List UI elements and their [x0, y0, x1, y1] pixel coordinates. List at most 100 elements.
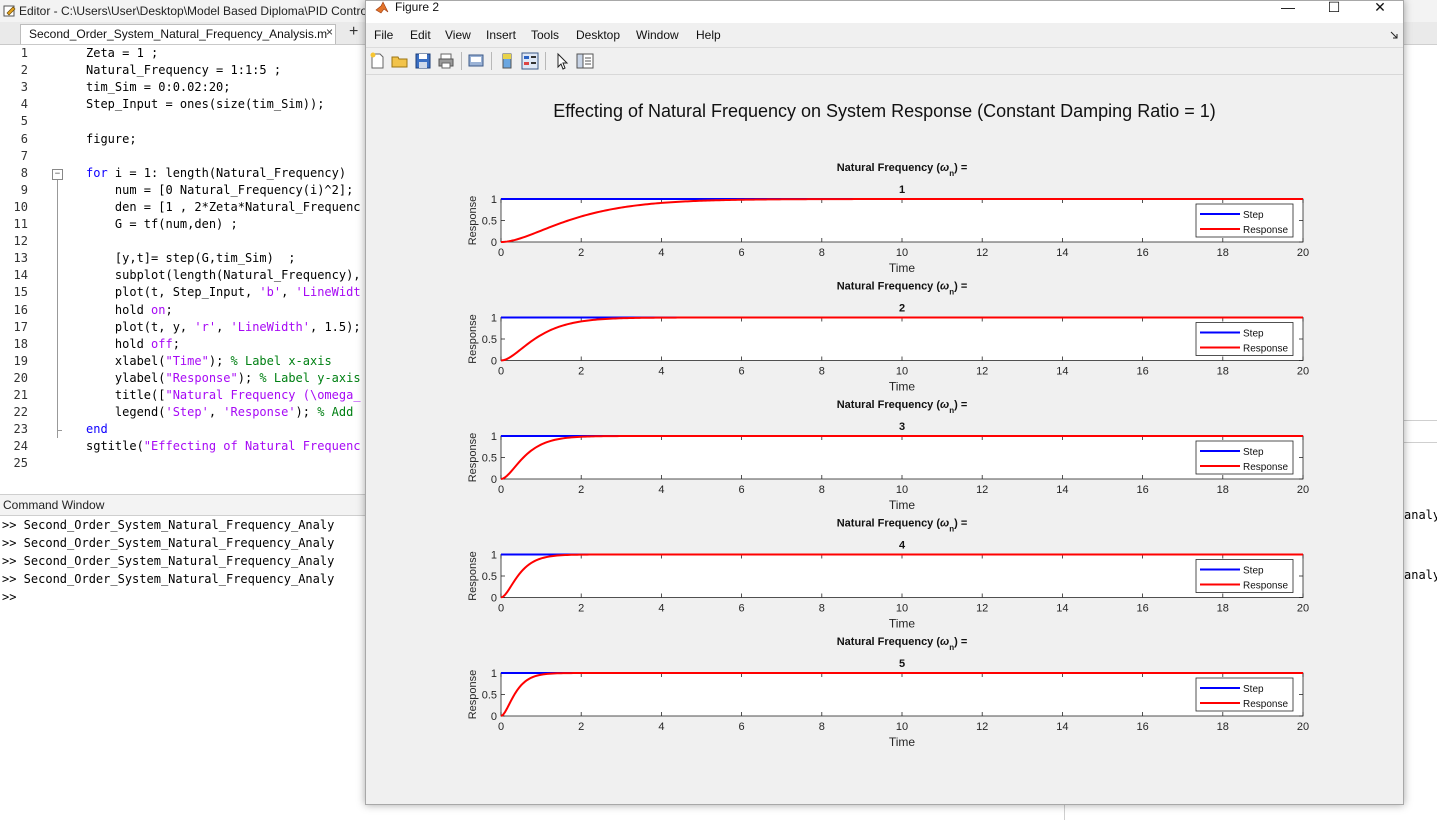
x-tick-label: 14: [1056, 721, 1068, 733]
legend-box: [1195, 559, 1294, 593]
x-tick-label: 10: [896, 721, 908, 733]
y-tick-label: 1: [491, 431, 497, 443]
command-line: >> Second_Order_System_Natural_Frequency…: [2, 572, 335, 586]
menu-edit[interactable]: Edit: [410, 28, 431, 42]
menu-file[interactable]: File: [374, 28, 394, 42]
line-number: 5: [20, 114, 28, 129]
code-text: xlabel("Time"); % Label x-axis: [86, 353, 332, 368]
x-tick-label: 14: [1056, 247, 1068, 259]
command-line: >> Second_Order_System_Natural_Frequency…: [2, 554, 335, 568]
x-tick-label: 20: [1297, 484, 1309, 496]
y-tick-label: 0: [491, 474, 497, 486]
colorbar-icon[interactable]: [498, 52, 516, 70]
figure-toolbar: [366, 47, 1403, 75]
menu-view[interactable]: View: [445, 28, 471, 42]
code-text: subplot(length(Natural_Frequency),: [86, 268, 361, 283]
axes-box: [500, 317, 1304, 361]
line-number: 19: [13, 353, 28, 368]
y-tick-label: 0: [491, 593, 497, 605]
menu-tools[interactable]: Tools: [531, 28, 560, 42]
code-text: legend('Step', 'Response'); % Add: [86, 405, 354, 420]
line-number: 2: [20, 63, 28, 78]
response-series-line: [500, 553, 1303, 599]
menu-desktop[interactable]: Desktop: [576, 28, 621, 42]
subplot-title-value: 2: [899, 303, 905, 315]
property-inspector-icon[interactable]: [576, 52, 594, 70]
x-tick-label: 8: [819, 721, 825, 733]
background-text: analy: [1404, 568, 1437, 582]
open-file-icon[interactable]: [391, 52, 409, 70]
x-tick-label: 2: [578, 247, 584, 259]
menu-insert[interactable]: Insert: [486, 28, 517, 42]
x-tick-label: 10: [896, 484, 908, 496]
command-window-header: Command Window: [0, 494, 368, 516]
legend-step-label: Step: [1243, 210, 1264, 221]
line-number: 12: [13, 234, 28, 249]
y-tick-label: 1: [491, 194, 497, 206]
fold-guide: [57, 179, 58, 439]
x-tick-label: 0: [498, 721, 504, 733]
x-tick-label: 16: [1136, 721, 1148, 733]
x-tick-label: 4: [658, 603, 664, 615]
line-number: 18: [13, 336, 28, 351]
code-text: for i = 1: length(Natural_Frequency): [86, 165, 347, 180]
line-number: 4: [20, 97, 28, 112]
panel-divider: [1064, 800, 1065, 820]
legend-response-label: Response: [1243, 462, 1288, 473]
code-text: plot(t, y, 'r', 'LineWidth', 1.5);: [86, 319, 361, 334]
menu-window[interactable]: Window: [636, 28, 679, 42]
x-tick-label: 16: [1136, 366, 1148, 378]
minimize-icon[interactable]: —: [1281, 0, 1295, 15]
save-icon[interactable]: [414, 52, 432, 70]
x-tick-label: 2: [578, 603, 584, 615]
line-number: 16: [13, 302, 28, 317]
x-tick-label: 18: [1217, 484, 1229, 496]
legend-box: [1195, 440, 1294, 475]
maximize-icon[interactable]: ☐: [1327, 0, 1341, 15]
x-tick-label: 12: [976, 247, 988, 259]
x-axis-label: Time: [889, 261, 916, 275]
code-text: Step_Input = ones(size(tim_Sim));: [86, 97, 325, 112]
code-text: end: [86, 422, 108, 437]
menu-help[interactable]: Help: [696, 28, 721, 42]
code-fold-toggle-icon[interactable]: −: [52, 168, 63, 180]
print-preview-icon[interactable]: [467, 52, 485, 70]
line-number: 7: [20, 148, 28, 163]
line-number: 25: [13, 456, 28, 471]
response-series-line: [500, 316, 1303, 362]
x-tick-label: 10: [896, 366, 908, 378]
dock-arrow-icon[interactable]: [1390, 31, 1398, 39]
toolbar-separator: [461, 52, 462, 70]
edit-plot-icon[interactable]: [553, 52, 571, 70]
code-text: num = [0 Natural_Frequency(i)^2];: [86, 182, 354, 197]
x-tick-label: 12: [976, 603, 988, 615]
code-text: ylabel("Response"); % Label y-axis: [86, 370, 361, 385]
x-axis-label: Time: [889, 617, 916, 631]
tab-analysis-file[interactable]: Second_Order_System_Natural_Frequency_An…: [20, 24, 337, 44]
code-editor[interactable]: 1 Zeta = 1 ; 2 Natural_Frequency = 1:1:5 ; 3…: [0, 44, 365, 487]
close-icon[interactable]: ✕: [1374, 0, 1386, 15]
x-tick-label: 12: [976, 721, 988, 733]
tab-close-icon[interactable]: ×: [326, 25, 334, 39]
x-tick-label: 14: [1056, 366, 1068, 378]
x-tick-label: 18: [1217, 603, 1229, 615]
line-number: 13: [13, 251, 28, 266]
new-figure-icon[interactable]: [369, 52, 387, 70]
code-text: [y,t]= step(G,tim_Sim) ;: [86, 251, 296, 266]
print-icon[interactable]: [437, 52, 455, 70]
subplot-title-value: 4: [899, 540, 906, 552]
y-tick-label: 1: [491, 550, 497, 562]
fold-guide-end: [57, 430, 62, 432]
subplot-title: Natural Frequency (ωn) =: [837, 518, 968, 534]
background-text: analy: [1404, 508, 1437, 522]
y-tick-label: 0.5: [482, 216, 497, 228]
add-tab-icon[interactable]: +: [349, 23, 359, 40]
command-prompt[interactable]: >>: [2, 590, 17, 604]
line-number: 24: [13, 439, 28, 454]
line-number: 10: [13, 199, 28, 214]
editor-title: Editor - C:\Users\User\Desktop\Model Bas…: [19, 4, 368, 18]
line-number: 14: [13, 268, 28, 283]
code-text: G = tf(num,den) ;: [86, 217, 238, 231]
command-window[interactable]: >> Second_Order_System_Natural_Frequency…: [0, 516, 365, 606]
legend-icon[interactable]: [521, 52, 539, 70]
